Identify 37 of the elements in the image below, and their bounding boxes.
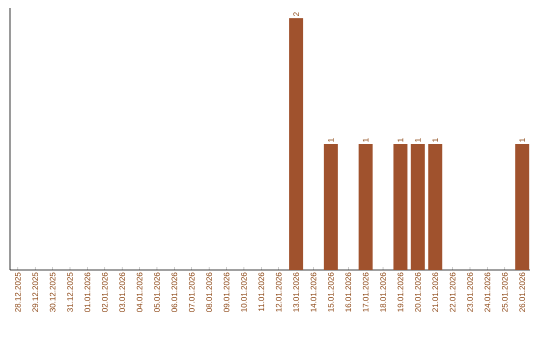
x-tick-label: 20.01.2026	[415, 272, 421, 312]
data-label: 1	[328, 138, 334, 142]
x-tick-label: 18.01.2026	[380, 272, 386, 312]
x-tick-label: 14.01.2026	[310, 272, 316, 312]
x-tick-label: 10.01.2026	[241, 272, 247, 312]
x-tick-label: 08.01.2026	[206, 272, 212, 312]
x-tick-label: 03.01.2026	[119, 272, 126, 312]
x-tick-label: 24.01.2026	[484, 272, 490, 312]
x-tick-label: 07.01.2026	[188, 272, 195, 312]
x-tick-label: 17.01.2026	[362, 272, 368, 312]
x-tick-label: 21.01.2026	[432, 272, 438, 312]
x-tick-label: 29.12.2025	[32, 272, 38, 312]
x-tick-label: 02.01.2026	[102, 272, 108, 312]
data-label: 1	[362, 138, 368, 142]
data-label: 1	[415, 138, 421, 142]
x-tick-label: 28.12.2025	[15, 272, 21, 312]
x-tick-label: 11.01.2026	[258, 272, 264, 312]
data-label: 1	[398, 138, 404, 142]
data-label: 2	[293, 12, 299, 16]
x-tick-label: 09.01.2026	[224, 272, 230, 312]
x-tick-label: 23.01.2026	[467, 272, 473, 312]
x-tick-label: 30.12.2025	[50, 272, 56, 312]
x-tick-label: 04.01.2026	[136, 272, 142, 312]
x-tick-label: 05.01.2026	[154, 272, 160, 312]
data-label: 1	[432, 138, 438, 142]
x-tick-label: 19.01.2026	[398, 272, 404, 312]
x-tick-label: 01.01.2026	[84, 272, 90, 312]
x-tick-label: 06.01.2026	[172, 272, 178, 312]
data-label: 1	[519, 138, 525, 142]
x-tick-label: 15.01.2026	[328, 272, 334, 312]
x-tick-label: 31.12.2025	[67, 272, 73, 312]
x-tick-label: 26.01.2026	[519, 272, 526, 312]
x-tick-label: 25.01.2026	[502, 272, 508, 312]
x-tick-label: 16.01.2026	[345, 272, 352, 312]
x-tick-label: 13.01.2026	[293, 272, 299, 312]
x-tick-label: 12.01.2026	[276, 272, 282, 312]
x-tick-label: 22.01.2026	[450, 272, 456, 312]
